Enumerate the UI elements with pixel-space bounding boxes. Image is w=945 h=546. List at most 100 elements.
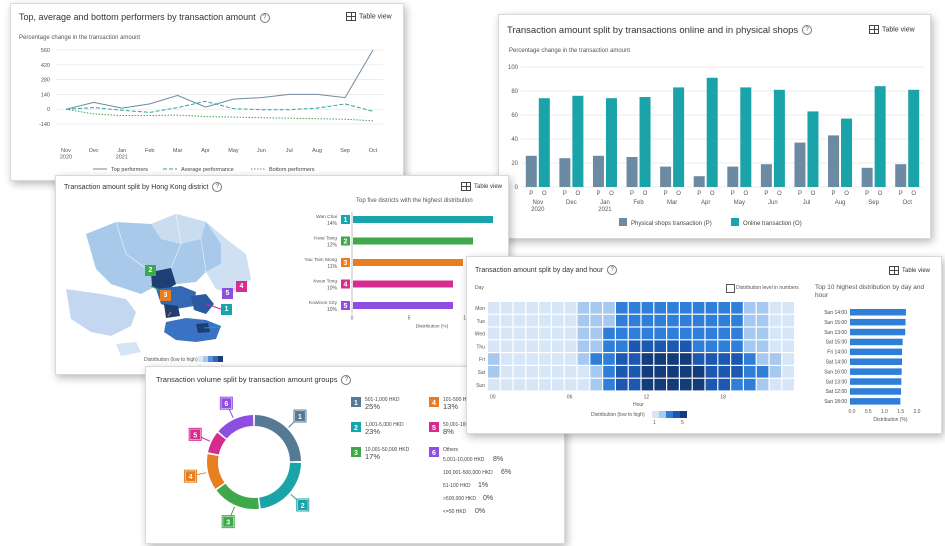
heatmap-cell: [526, 340, 538, 352]
heatmap-cell: [705, 327, 718, 340]
rank-number: 4: [344, 282, 348, 289]
heatmap-cell: [769, 314, 782, 327]
heatmap-cell: [513, 340, 526, 352]
info-icon[interactable]: ?: [802, 25, 813, 36]
bar: [605, 98, 617, 187]
map-border: [170, 213, 182, 269]
map-region-kwai-tsing: [151, 268, 176, 292]
others-label: 5,001-10,000 HKD: [443, 457, 485, 463]
x-axis-label: Distribution (%): [416, 324, 449, 330]
info-icon[interactable]: ?: [607, 265, 618, 275]
heatmap-cell: [590, 314, 602, 327]
district-label: Yau Tsim Mong: [304, 257, 337, 263]
heatmap-cell: [782, 378, 794, 391]
legend-rank: 3: [354, 450, 358, 457]
table-icon: [889, 266, 899, 275]
heatmap-cell: [616, 353, 628, 365]
x-tick-label: May: [228, 148, 239, 154]
heatmap-cell: [782, 314, 794, 327]
heatmap-cell: [552, 314, 564, 327]
heatmap-cell: [680, 302, 692, 314]
heatmap-cell: [769, 366, 782, 378]
bar: [773, 89, 785, 187]
bar-sub-label: P: [596, 191, 600, 197]
rank-number: 2: [344, 239, 348, 246]
bar: [807, 111, 819, 187]
heatmap-cell: [692, 302, 705, 314]
map-region-east: [206, 222, 251, 294]
heatmap-cell: [616, 378, 628, 391]
bar-sub-label: P: [899, 191, 903, 197]
slice-badge-fill: [221, 398, 232, 409]
x-tick-label: Jul: [286, 148, 293, 154]
map-region-islands: [116, 342, 141, 356]
heatmap-cell: [718, 353, 730, 365]
top10-bar: [850, 309, 906, 316]
map-region-wan-chai: [196, 323, 210, 333]
x-tick-label: Sep: [868, 200, 879, 206]
heatmap-cell: [616, 366, 628, 378]
heatmap-cell: [744, 378, 756, 391]
heatmap-cell: [692, 327, 705, 340]
heatmap-cell: [641, 340, 654, 352]
heatmap-cell: [564, 314, 577, 327]
map-callout-line: [203, 326, 222, 329]
bar: [693, 176, 705, 187]
heatmap-cell: [667, 378, 679, 391]
info-icon[interactable]: ?: [212, 182, 223, 192]
day-hour-title: Transaction amount split by day and hour…: [475, 265, 618, 275]
x-tick-label: Oct: [369, 148, 378, 154]
rank-badge: [341, 301, 350, 310]
distribution-checkbox[interactable]: [726, 284, 735, 293]
bar-sub-label: O: [878, 191, 883, 197]
heatmap-cell: [756, 314, 769, 327]
bar-sub-label: P: [865, 191, 869, 197]
district-pct: 14%: [327, 221, 338, 227]
heatmap-cell: [744, 302, 756, 314]
table-view-button[interactable]: Table view: [346, 12, 392, 21]
legend-rank: 1: [354, 400, 358, 407]
map-legend-label: Distribution (low to high): [144, 357, 198, 363]
heatmap-cell: [705, 378, 718, 391]
top10-label: Fri 14:00: [827, 350, 847, 356]
heatmap-cell: [500, 353, 513, 365]
table-view-button[interactable]: Table view: [461, 182, 502, 191]
x-tick-label: Aug: [312, 148, 322, 154]
day-label: Sat: [477, 370, 485, 376]
top10-bar: [850, 398, 901, 405]
legend-label: Top performers: [111, 167, 148, 173]
heatmap-cell: [654, 302, 666, 314]
info-icon[interactable]: ?: [341, 375, 352, 386]
heatmap-cell: [616, 327, 628, 340]
heatmap-cell: [680, 366, 692, 378]
heatmap-cell: [513, 302, 526, 314]
table-view-button[interactable]: Table view: [869, 25, 915, 34]
slice-badge-fill: [185, 471, 196, 482]
slice-rank: 3: [226, 520, 230, 527]
info-icon[interactable]: ?: [259, 12, 270, 23]
heatmap-cell: [718, 314, 730, 327]
heatmap-cell: [654, 314, 666, 327]
bar-chart: 0 20 40 60 80 100 P O Nov 2020 P O Dec P O Jan 2021 P O Feb…: [508, 65, 924, 227]
heatmap-cell: [756, 378, 769, 391]
series-line: [65, 108, 374, 122]
heatmap-cell: [500, 366, 513, 378]
others-pct: 6%: [501, 469, 511, 476]
series-line: [65, 49, 374, 110]
table-view-button[interactable]: Table view: [889, 266, 930, 275]
heatmap-cell: [488, 327, 500, 340]
top10-label: Sat 13:00: [826, 379, 848, 385]
y-tick-label: 0: [515, 185, 519, 191]
heatmap-cell: [628, 314, 641, 327]
heatmap-cell: [513, 378, 526, 391]
bar-sub-label: P: [563, 191, 567, 197]
heatmap-cell: [731, 378, 743, 391]
top10-bar: [850, 378, 902, 385]
top10-bar: [850, 358, 902, 365]
legend-label: Bottom performers: [269, 167, 315, 173]
heatmap-cell: [564, 378, 577, 391]
checkbox-label: Distribution level in numbers: [736, 285, 799, 291]
online-physical-card: Transaction amount split by transactions…: [498, 14, 931, 239]
bar: [740, 87, 752, 187]
legend-pct: 8%: [443, 427, 454, 436]
